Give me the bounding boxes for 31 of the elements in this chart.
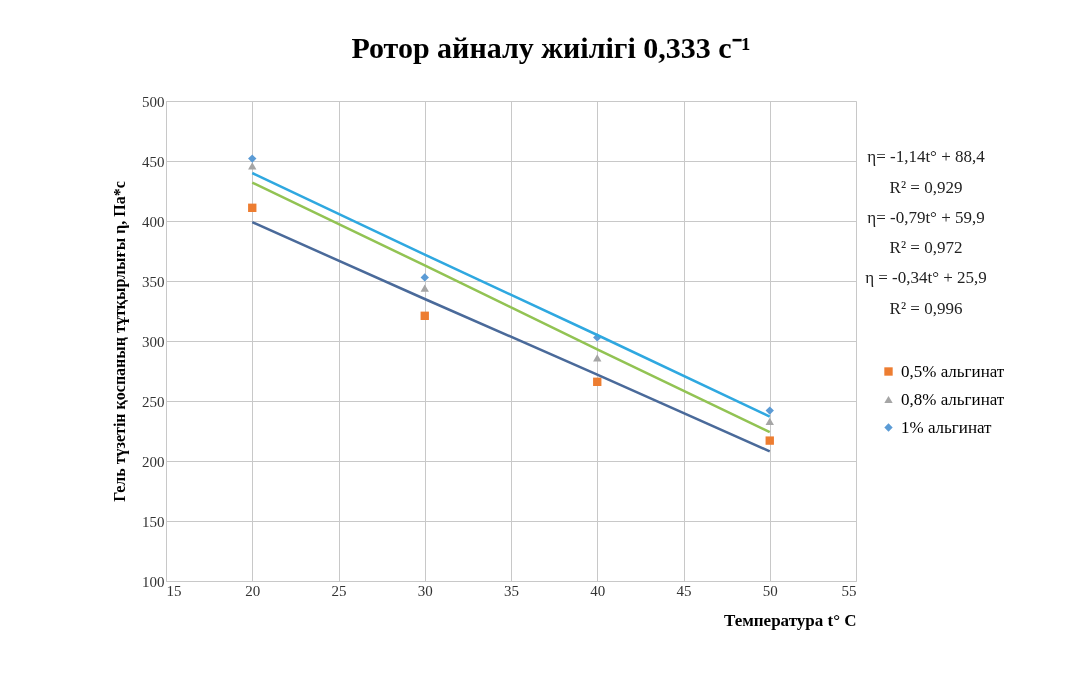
legend-label: 1% альгинат xyxy=(901,417,993,437)
x-tick-label: 55 xyxy=(841,582,857,599)
y-axis-title: Гель түзетін қоспаның тұтқырлығы η, Па*с xyxy=(111,181,129,502)
x-tick-label: 20 xyxy=(245,582,261,599)
text: η = -0,34t° + 25,9 xyxy=(865,268,987,287)
y-tick-label: 100 xyxy=(142,573,165,590)
y-tick-label: 200 xyxy=(142,453,165,470)
text: η= -1,14t° + 88,4 xyxy=(867,147,986,166)
x-tick-label: 45 xyxy=(676,582,692,599)
x-tick-label: 15 xyxy=(166,582,182,599)
y-tick-label: 150 xyxy=(142,513,165,530)
y-tick-label: 450 xyxy=(142,153,165,170)
y-tick-label: 400 xyxy=(142,213,165,230)
y-tick-label: 500 xyxy=(142,93,165,110)
x-tick-label: 25 xyxy=(331,582,347,599)
text: R² = 0,996 xyxy=(889,299,963,318)
legend-label: 0,5% альгинат xyxy=(901,361,1005,381)
text: η= -0,79t° + 59,9 xyxy=(867,208,985,227)
y-tick-label: 350 xyxy=(142,273,165,290)
x-tick-label: 40 xyxy=(590,582,606,599)
y-tick-label: 250 xyxy=(142,393,165,410)
y-tick-label: 300 xyxy=(142,333,165,350)
x-axis-title: Температура t° С xyxy=(724,610,857,630)
text: R² = 0,929 xyxy=(889,178,963,197)
legend-label: 0,8% альгинат xyxy=(901,389,1005,409)
text: R² = 0,972 xyxy=(889,238,963,257)
x-tick-label: 30 xyxy=(417,582,433,599)
line-series xyxy=(251,220,771,453)
x-tick-label: 50 xyxy=(762,582,778,599)
chart-title: Ротор айналу жиілігі 0,333 с⁻¹ xyxy=(351,31,751,64)
x-tick-label: 35 xyxy=(504,582,519,599)
